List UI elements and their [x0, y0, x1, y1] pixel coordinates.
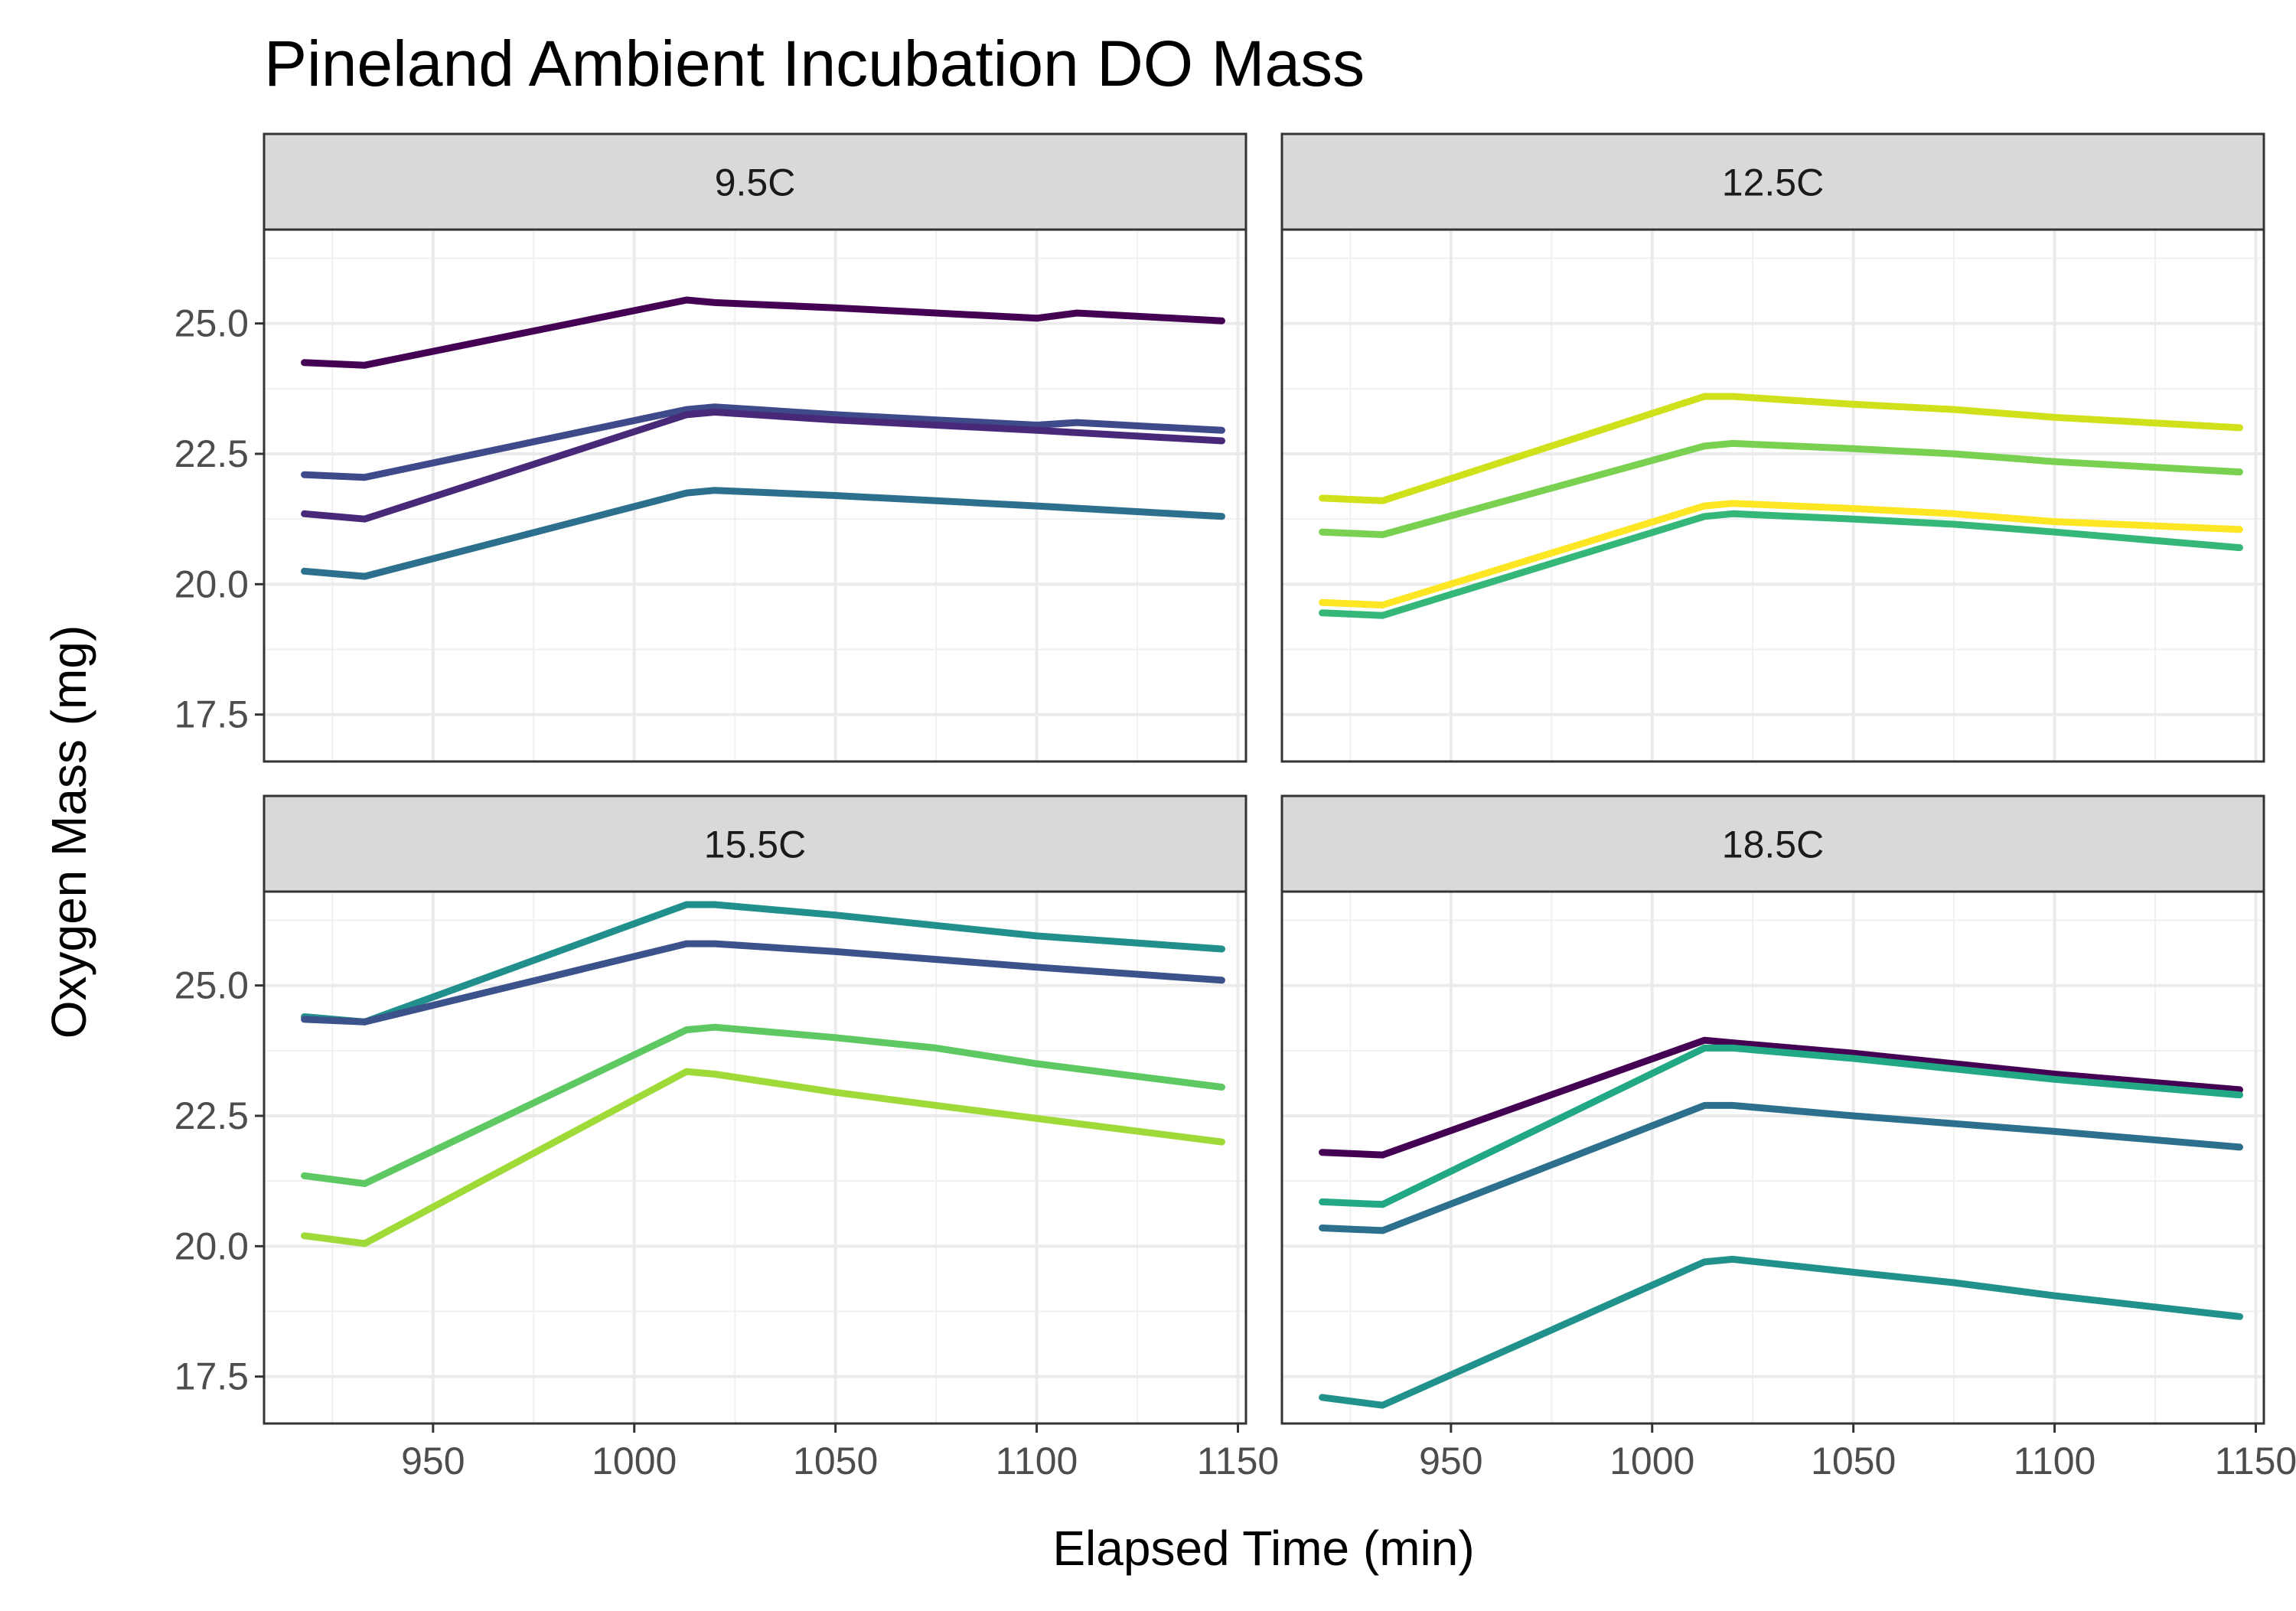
y-tick-label: 20.0 — [174, 563, 249, 605]
panel-background — [264, 892, 1246, 1423]
panel-strip — [263, 794, 1247, 893]
series-line-2 — [1319, 1044, 2243, 1208]
panel-strip-label: 18.5C — [1722, 823, 1824, 866]
series-line-1 — [1319, 393, 2243, 504]
panel-border — [1280, 890, 2265, 1425]
panel-border — [1280, 228, 2265, 763]
series-line-2 — [301, 403, 1225, 481]
series-line-4 — [301, 487, 1225, 580]
panel-18-5c: 18.5C 950 1000 1050 1100 1150 — [1280, 794, 2296, 1482]
y-tick-label: 22.5 — [174, 1094, 249, 1137]
panel-background — [1282, 892, 2264, 1423]
panel-strip-label: 12.5C — [1722, 161, 1824, 204]
panel-9-5c: 9.5C 17.5 20.0 22.5 25.0 — [174, 132, 1247, 763]
panel-12-5c: 12.5C — [1280, 132, 2265, 763]
x-tick-label: 1150 — [1197, 1440, 1280, 1482]
y-axis-title: Oxygen Mass (mg) — [41, 625, 96, 1039]
panel-strip — [1280, 132, 2265, 231]
panel-strip-label: 9.5C — [715, 161, 796, 204]
panel-15-5c: 15.5C 17.5 20.0 22.5 25.0 950 1000 1050 1100 1150 — [174, 794, 1280, 1482]
series-line-4 — [1319, 1255, 2243, 1409]
x-tick-label: 1050 — [793, 1440, 878, 1482]
series-line-3 — [1319, 1101, 2243, 1234]
x-tick-label: 950 — [1419, 1440, 1482, 1482]
series-line-3 — [1319, 500, 2243, 609]
x-tick-label: 1100 — [2014, 1440, 2096, 1482]
x-axis-title: Elapsed Time (min) — [1052, 1521, 1474, 1576]
x-tick-label: 1000 — [1609, 1440, 1694, 1482]
series-line-4 — [1319, 510, 2243, 619]
series-line-3 — [301, 409, 1225, 523]
y-tick-label: 17.5 — [174, 693, 249, 736]
x-tick-label: 1100 — [996, 1440, 1078, 1482]
series-line-2 — [301, 940, 1225, 1026]
series-line-2 — [1319, 439, 2243, 539]
series-line-1 — [301, 901, 1225, 1026]
x-tick-label: 1050 — [1811, 1440, 1896, 1482]
panel-border — [263, 228, 1247, 763]
y-tick-label: 25.0 — [174, 964, 249, 1007]
y-tick-label: 17.5 — [174, 1355, 249, 1398]
x-tick-label: 1000 — [592, 1440, 677, 1482]
panel-strip — [263, 132, 1247, 231]
y-tick-label: 22.5 — [174, 432, 249, 475]
series-line-1 — [301, 296, 1225, 369]
chart-title: Pineland Ambient Incubation DO Mass — [264, 28, 1365, 99]
y-tick-label: 20.0 — [174, 1225, 249, 1267]
y-tick-label: 25.0 — [174, 302, 249, 345]
panel-border — [263, 890, 1247, 1425]
panel-strip-label: 15.5C — [704, 823, 806, 866]
series-line-1 — [1319, 1036, 2243, 1159]
panels-layer: 9.5C 17.5 20.0 22.5 25.0 12.5C 15.5C 17.5 20.0 22… — [174, 132, 2296, 1482]
series-line-4 — [301, 1068, 1225, 1247]
panel-background — [1282, 230, 2264, 761]
x-tick-label: 950 — [401, 1440, 465, 1482]
panel-background — [264, 230, 1246, 761]
x-tick-label: 1150 — [2215, 1440, 2296, 1482]
series-line-3 — [301, 1023, 1225, 1188]
